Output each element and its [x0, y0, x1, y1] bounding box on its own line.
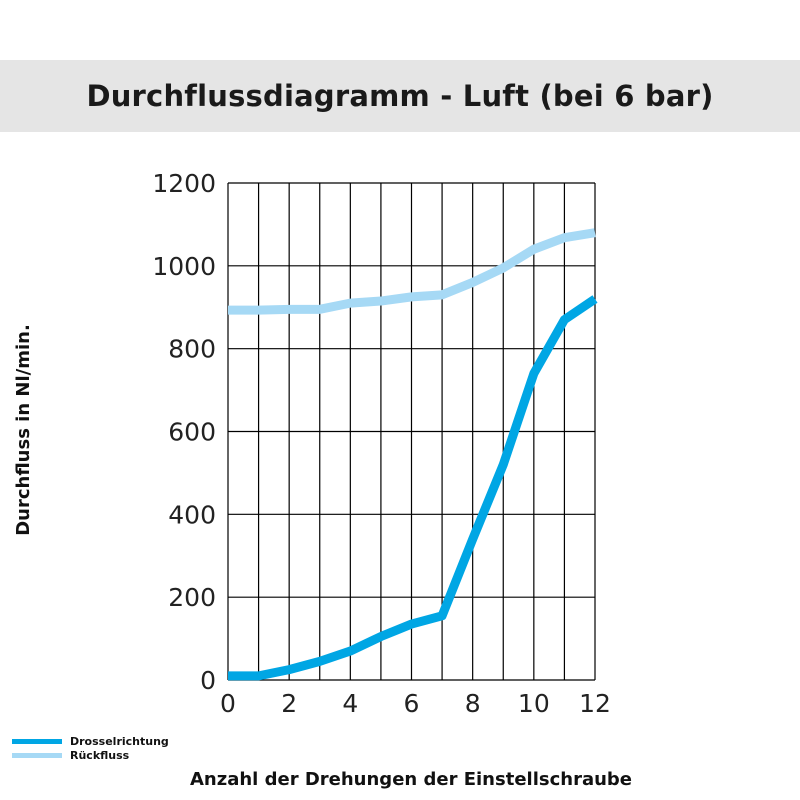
- legend-label-rueckfluss: Rückfluss: [70, 748, 130, 762]
- x-tick-label: 4: [342, 689, 358, 718]
- legend-swatch-drosselrichtung: [12, 738, 62, 744]
- y-tick-labels: 0 200 400 600 800 1000 1200: [152, 169, 216, 695]
- x-tick-label: 10: [518, 689, 550, 718]
- series-lines: [228, 228, 598, 681]
- legend: Drosselrichtung Rückfluss: [12, 734, 169, 762]
- y-tick-label: 400: [168, 500, 216, 529]
- legend-item-drosselrichtung: Drosselrichtung: [12, 734, 169, 748]
- grid: [227, 182, 596, 681]
- chart-title: Durchflussdiagramm - Luft (bei 6 bar): [86, 79, 714, 113]
- legend-item-rueckfluss: Rückfluss: [12, 748, 169, 762]
- y-tick-label: 200: [168, 583, 216, 612]
- x-axis-label: Anzahl der Drehungen der Einstellschraub…: [190, 769, 632, 790]
- x-tick-label: 2: [281, 689, 297, 718]
- legend-label-drosselrichtung: Drosselrichtung: [70, 734, 169, 748]
- y-tick-label: 1000: [152, 252, 216, 281]
- series-line-drosselrichtung: [228, 295, 598, 681]
- y-tick-label: 800: [168, 335, 216, 364]
- title-bar: Durchflussdiagramm - Luft (bei 6 bar): [0, 60, 800, 132]
- x-tick-label: 12: [579, 689, 611, 718]
- x-tick-labels: 0 2 4 6 8 10 12: [220, 689, 611, 718]
- legend-swatch-rueckfluss: [12, 752, 62, 758]
- x-tick-label: 0: [220, 689, 236, 718]
- x-tick-label: 8: [465, 689, 481, 718]
- y-tick-label: 600: [168, 418, 216, 447]
- y-axis-label: Durchfluss in Nl/min.: [13, 324, 34, 536]
- y-tick-label: 0: [200, 666, 216, 695]
- series-line-rueckfluss: [228, 228, 596, 315]
- y-tick-label: 1200: [152, 169, 216, 198]
- x-tick-label: 6: [404, 689, 420, 718]
